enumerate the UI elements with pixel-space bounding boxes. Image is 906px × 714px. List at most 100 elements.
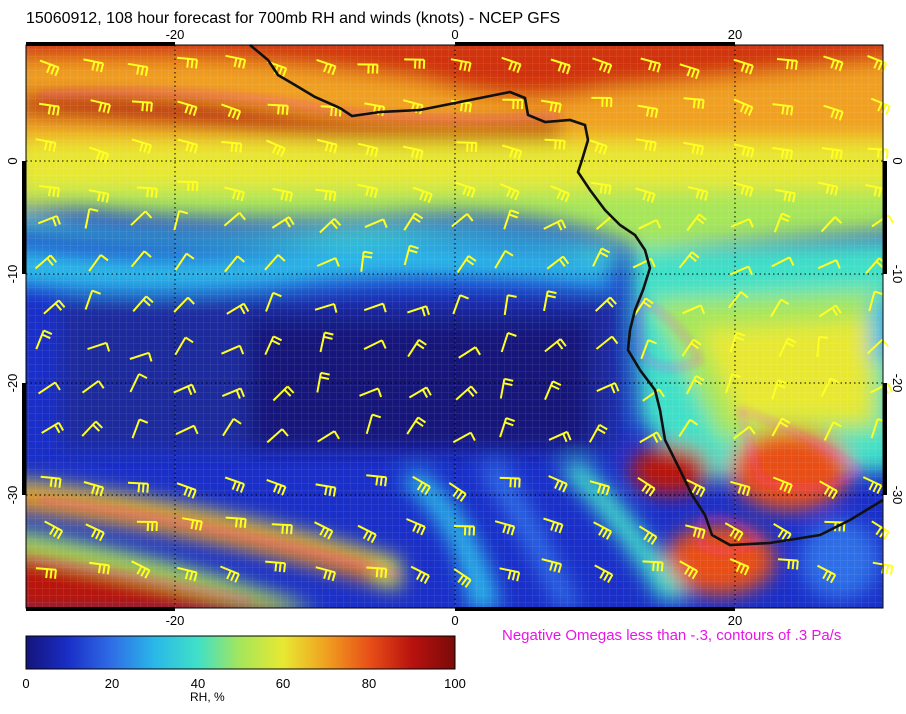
wind-barb (451, 213, 474, 228)
wind-barb (867, 147, 889, 159)
wind-barb (772, 476, 793, 494)
wind-barb (174, 336, 194, 356)
wind-barb (221, 103, 242, 120)
wind-barb (591, 96, 613, 108)
wind-barb (452, 431, 476, 444)
wind-barb (225, 54, 247, 69)
wind-barb (499, 183, 520, 201)
wind-barb (88, 189, 110, 203)
wind-barb (867, 54, 888, 72)
wind-barb (681, 338, 702, 357)
wind-barb (88, 254, 109, 272)
wind-barb (177, 56, 198, 69)
wind-barb (182, 517, 203, 531)
wind-barb (221, 387, 245, 399)
wind-barb (448, 482, 467, 502)
wind-barb (640, 57, 662, 73)
wind-barb (130, 210, 153, 226)
wind-barb (412, 475, 431, 496)
wind-barb (366, 566, 388, 578)
wind-barb (317, 430, 340, 443)
wind-barb (638, 219, 662, 230)
lon-tick-bottom: 20 (728, 613, 742, 628)
wind-barb (132, 295, 154, 312)
wind-barb (455, 385, 478, 401)
colorbar-tick: 100 (444, 676, 466, 691)
wind-barb (817, 259, 841, 270)
wind-barb (683, 97, 705, 109)
wind-barb (81, 420, 104, 437)
wind-barb (494, 250, 514, 269)
wind-barb (817, 564, 837, 584)
wind-barb (778, 337, 797, 357)
wind-barb (455, 181, 476, 198)
wind-barb (39, 59, 60, 77)
wind-barb (173, 296, 195, 313)
wind-barb (816, 335, 829, 357)
frame-edges (22, 42, 887, 611)
wind-barb (453, 568, 472, 588)
wind-barb (271, 216, 295, 229)
wind-barb (544, 338, 567, 353)
wind-barb (404, 58, 426, 69)
wind-barb (174, 252, 195, 271)
lat-tick-right: -10 (890, 265, 905, 284)
colorbar-label: RH, % (190, 690, 225, 704)
wind-barb (771, 417, 791, 437)
wind-barb (225, 516, 247, 529)
wind-barb (596, 382, 620, 394)
wind-barb (35, 329, 53, 350)
wind-barb (403, 212, 424, 231)
wind-barb (683, 141, 705, 156)
wind-barb (733, 58, 754, 75)
wind-barb (407, 305, 430, 317)
wind-barb (686, 213, 707, 231)
wind-barb (456, 141, 478, 152)
wind-barb (770, 298, 790, 318)
wind-barb (452, 294, 469, 315)
wind-barb (224, 255, 245, 273)
wind-barb (499, 567, 521, 582)
wind-barb (730, 480, 751, 497)
wind-barb (819, 480, 838, 500)
omega-caption: Negative Omegas less than -.3, contours … (502, 627, 842, 644)
wind-barb (588, 423, 608, 443)
wind-barb (412, 186, 433, 203)
wind-barb (266, 139, 286, 158)
wind-barb (450, 58, 472, 72)
wind-barb (366, 474, 388, 487)
wind-barb (544, 380, 562, 401)
wind-barb (548, 475, 568, 493)
wind-barb (267, 103, 289, 115)
wind-barb (364, 218, 388, 229)
wind-barb (862, 476, 883, 495)
wind-barb (264, 335, 283, 356)
wind-barb (177, 138, 199, 154)
wind-barb (131, 100, 153, 112)
wind-barb (772, 103, 794, 116)
wind-barb (87, 341, 111, 352)
wind-barb (499, 377, 514, 399)
wind-barb (543, 219, 567, 231)
lon-tick-bottom: -20 (166, 613, 185, 628)
wind-barb (177, 180, 199, 192)
lat-tick-right: -30 (890, 486, 905, 505)
wind-barb (730, 218, 754, 228)
wind-barb (550, 185, 571, 203)
wind-barb (773, 212, 791, 233)
wind-barb (687, 186, 709, 201)
wind-barb (44, 520, 64, 540)
wind-barb (870, 97, 891, 115)
wind-barb (177, 566, 198, 582)
wind-barb (357, 524, 377, 544)
wind-barb (272, 385, 295, 402)
wind-barb (319, 217, 342, 234)
wind-barb (84, 289, 101, 310)
wind-barb (503, 209, 520, 230)
wind-barb (320, 105, 342, 117)
colorbar-tick: 20 (105, 676, 119, 691)
wind-barb (868, 290, 884, 312)
wind-barb (594, 564, 614, 583)
lon-tick-top: -20 (166, 27, 185, 42)
wind-barb (817, 181, 839, 196)
